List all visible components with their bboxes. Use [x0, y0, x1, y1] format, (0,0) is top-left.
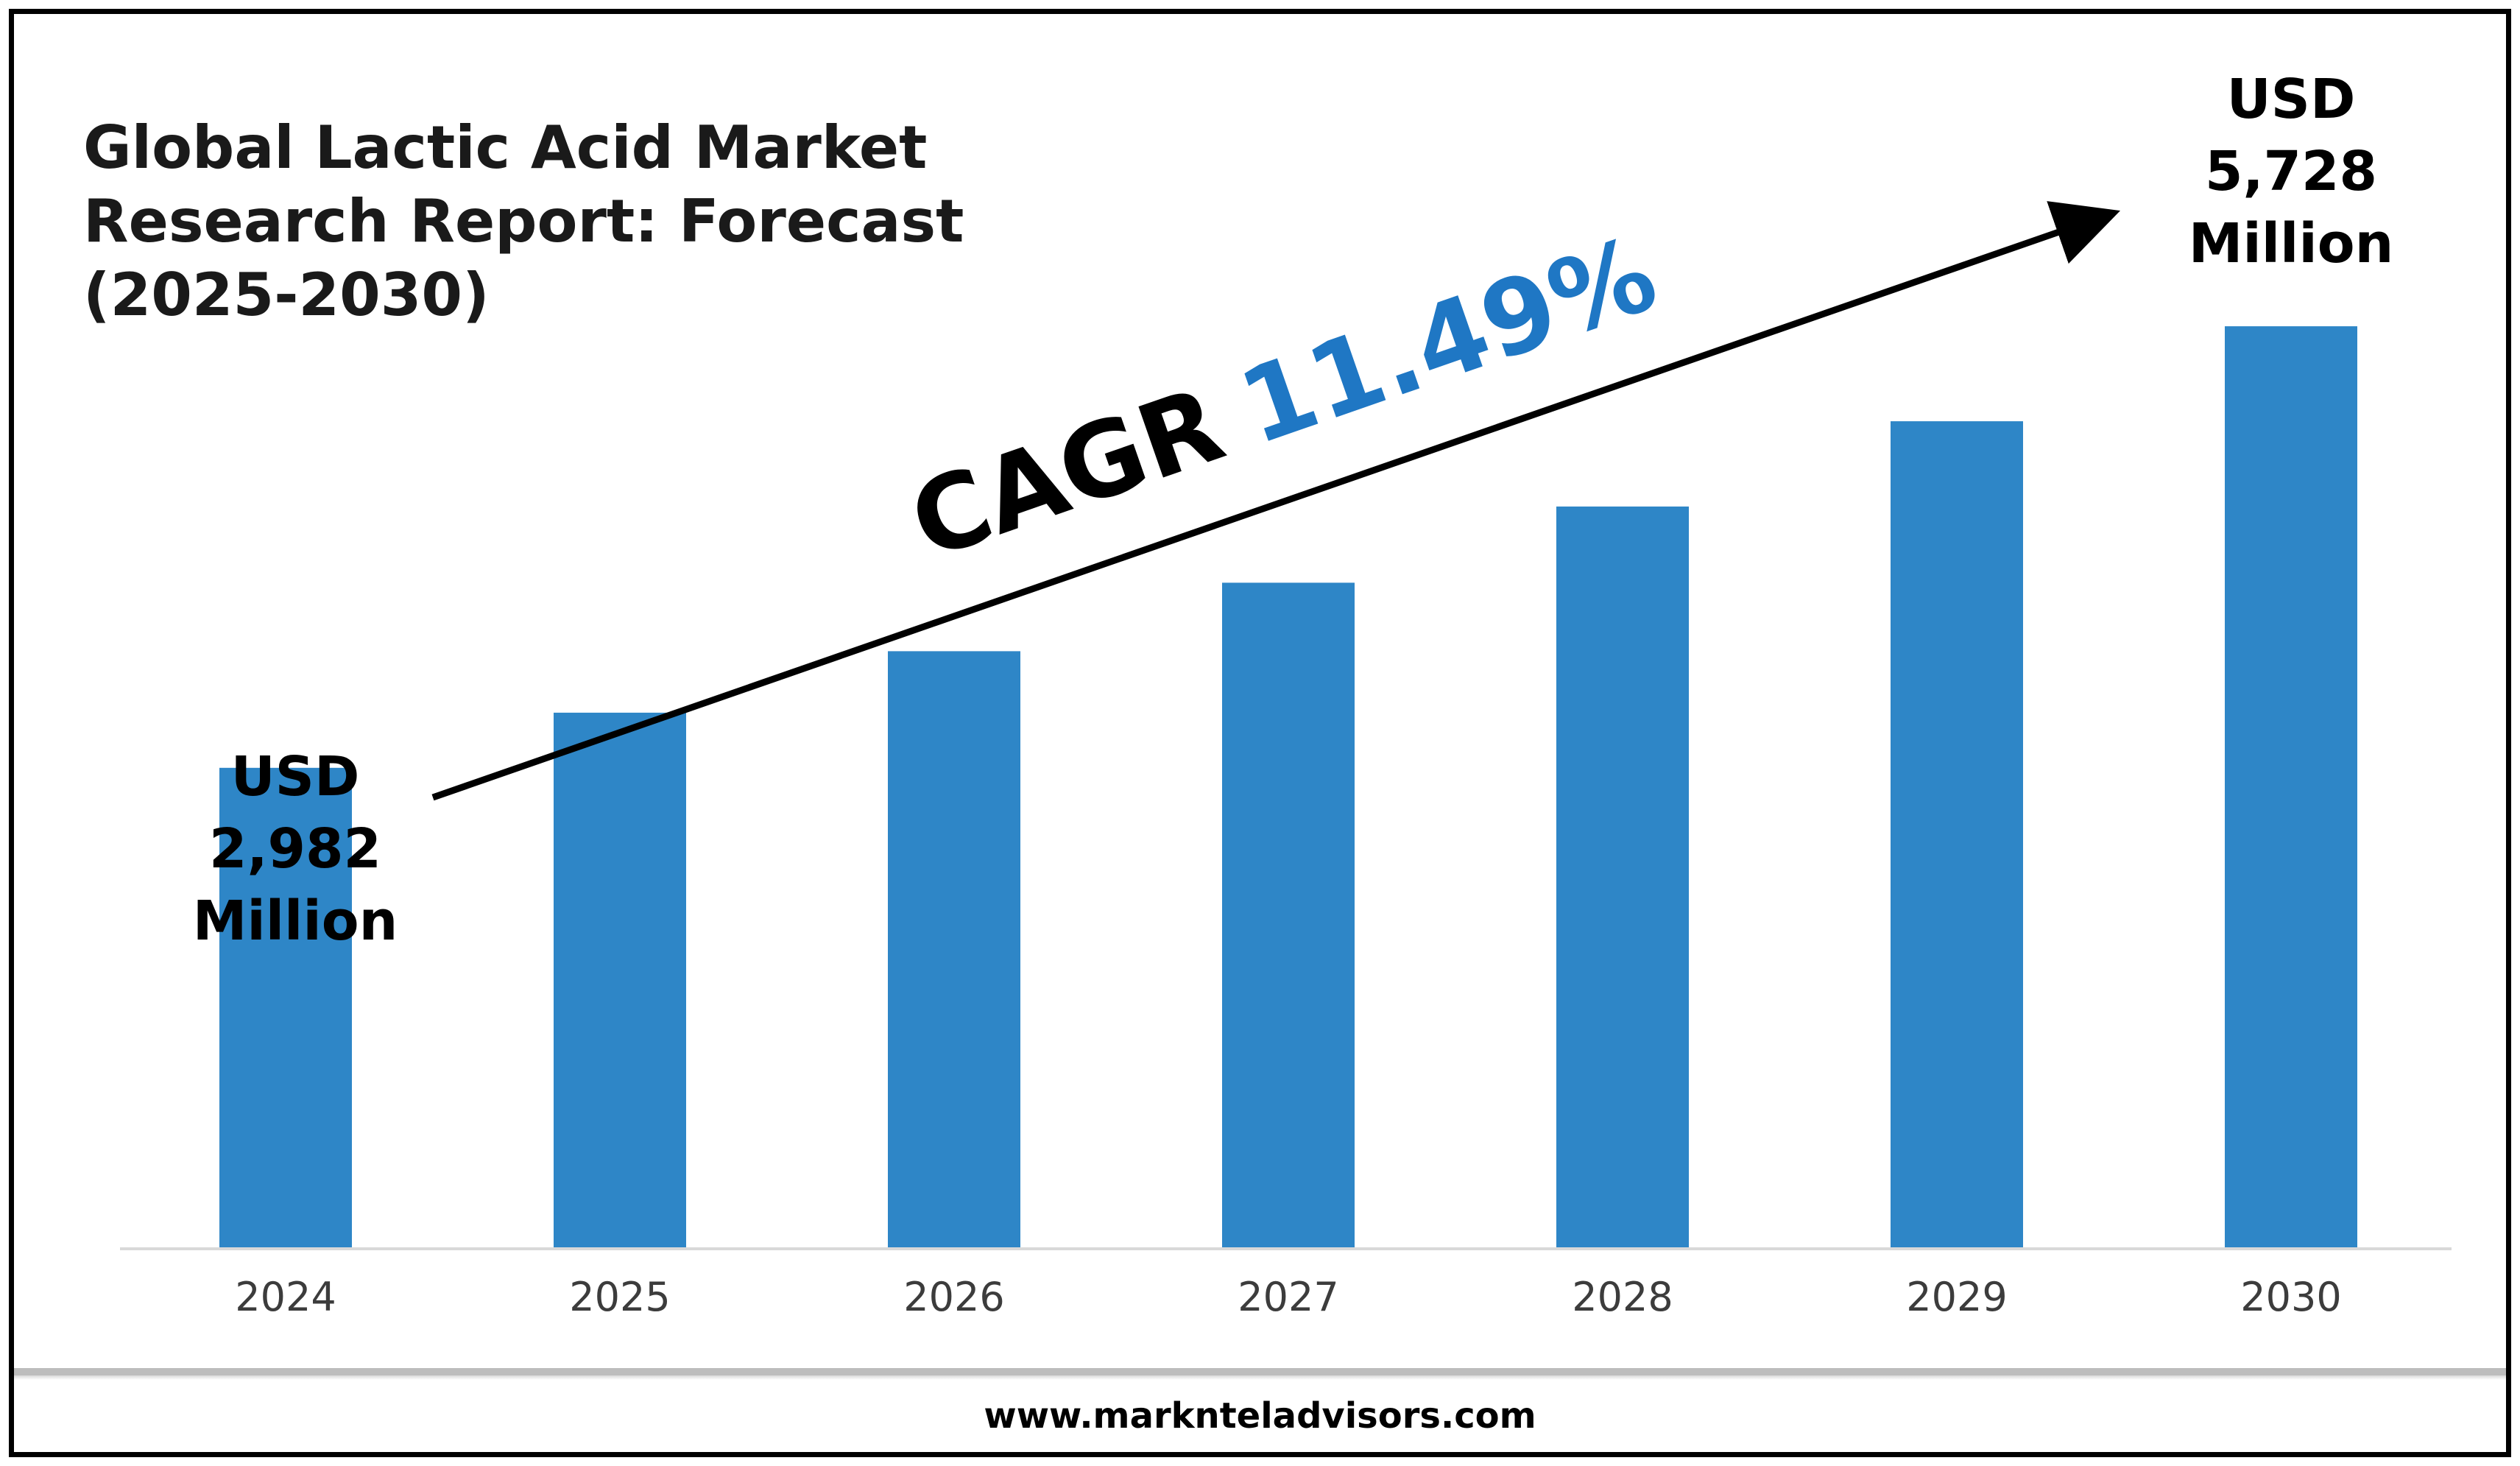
- footer-website: www.marknteladvisors.com: [984, 1395, 1536, 1437]
- chart-title-line-2: Research Report: Forecast: [83, 187, 964, 256]
- cagr-value: 11.49%: [1226, 214, 1670, 469]
- bar-2025: [554, 712, 686, 1247]
- footer-divider-shadow: [14, 1375, 2506, 1380]
- x-tick-label-2027: 2027: [1238, 1274, 1338, 1320]
- bars-group: [219, 326, 2357, 1248]
- x-tick-label-2025: 2025: [569, 1274, 670, 1320]
- end-callout-line-3: Million: [2189, 212, 2394, 275]
- bar-2028: [1556, 506, 1689, 1247]
- x-axis-ticks: 2024 2025 2026 2027 2028 2029 2030: [235, 1274, 2341, 1320]
- bar-2024: [219, 767, 352, 1247]
- cagr-annotation: CAGR11.49%: [897, 214, 1671, 584]
- bar-2026: [888, 651, 1020, 1247]
- chart-title-line-3: (2025-2030): [83, 261, 490, 329]
- x-tick-label-2024: 2024: [235, 1274, 336, 1320]
- bar-2030: [2225, 326, 2357, 1248]
- start-callout-line-2: 2,982: [209, 817, 381, 881]
- chart-frame: [9, 9, 2511, 1457]
- x-tick-label-2029: 2029: [1906, 1274, 2007, 1320]
- end-callout-line-2: 5,728: [2205, 140, 2377, 203]
- x-tick-label-2028: 2028: [1572, 1274, 1673, 1320]
- cagr-label: CAGR: [897, 365, 1238, 584]
- x-tick-label-2026: 2026: [903, 1274, 1004, 1320]
- x-tick-label-2030: 2030: [2240, 1274, 2341, 1320]
- start-callout-line-3: Million: [193, 889, 398, 953]
- end-callout-line-1: USD: [2227, 68, 2356, 131]
- chart-title-line-1: Global Lactic Acid Market: [83, 113, 927, 182]
- start-callout-line-1: USD: [231, 745, 360, 808]
- growth-arrow: [431, 201, 2121, 801]
- footer-divider: [14, 1368, 2506, 1375]
- bar-2027: [1222, 582, 1355, 1247]
- bar-2029: [1891, 421, 2023, 1247]
